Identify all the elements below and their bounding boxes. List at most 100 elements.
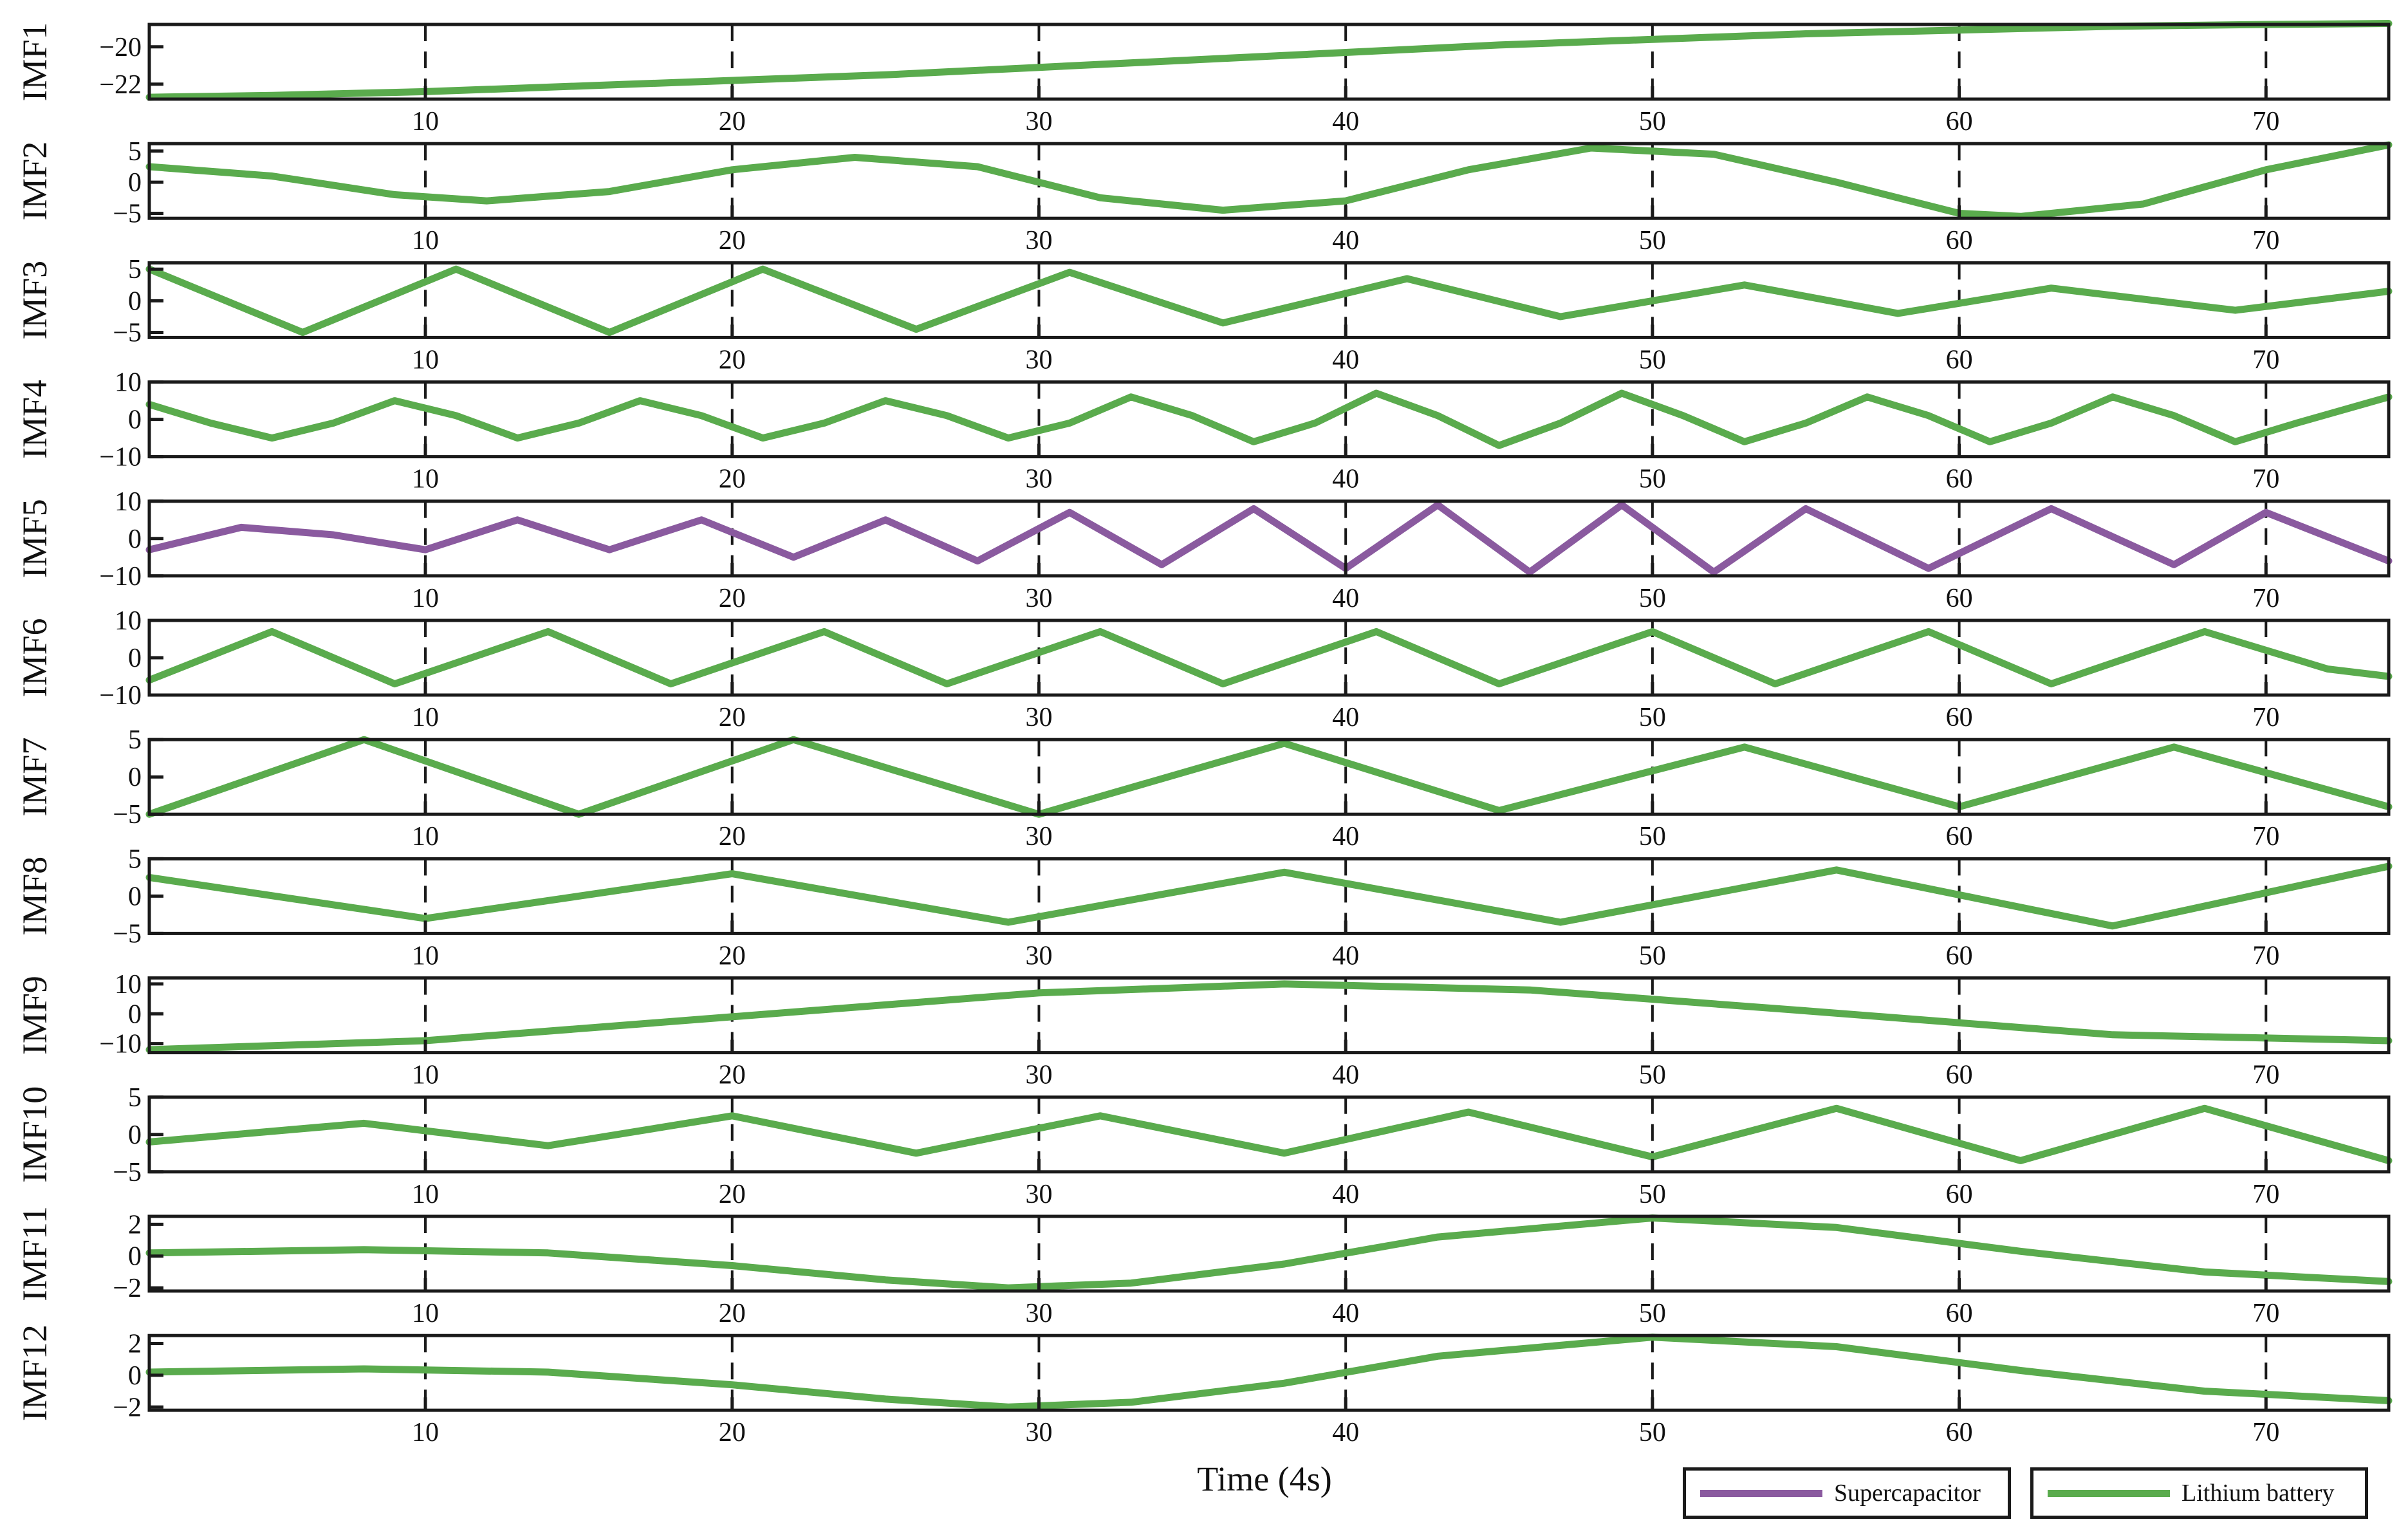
x-tick-label: 20	[719, 345, 746, 375]
series-line-imf6	[145, 627, 2393, 688]
y-tick-label: 10	[115, 487, 142, 517]
x-tick-label: 30	[1025, 465, 1052, 494]
series-line-imf2	[145, 141, 2393, 220]
x-tick-label: 40	[1332, 226, 1359, 256]
legend-label-supercapacitor: Supercapacitor	[1834, 1480, 1981, 1507]
panel-imf2: −505 10 20 30 40 50 60 70 IMF2	[15, 137, 2393, 256]
y-tick-label: 10	[115, 368, 142, 398]
y-tick-label: −10	[99, 1030, 142, 1059]
x-tick-label: 70	[2252, 703, 2279, 732]
series-line-imf12	[145, 1333, 2393, 1411]
y-tick-label: 5	[128, 725, 142, 755]
x-tick-label: 50	[1639, 107, 1666, 136]
x-tick-label: 60	[1946, 822, 1973, 851]
x-tick-label: 10	[412, 584, 439, 613]
y-tick-label: 0	[128, 1120, 142, 1150]
panel-imf12: −202 10 20 30 40 50 60 70 IMF12	[15, 1324, 2393, 1447]
x-tick-label: 70	[2252, 1299, 2279, 1328]
x-tick-label: 70	[2252, 107, 2279, 136]
x-tick-label: 70	[2252, 226, 2279, 256]
y-tick-label: −2	[113, 1393, 142, 1422]
x-tick-label: 10	[412, 1299, 439, 1328]
x-tick-label: 50	[1639, 1418, 1666, 1447]
x-tick-label: 70	[2252, 1061, 2279, 1090]
x-tick-label: 60	[1946, 1061, 1973, 1090]
x-tick-label: 30	[1025, 226, 1052, 256]
y-tick-label: 0	[128, 882, 142, 911]
x-tick-label: 10	[412, 703, 439, 732]
y-tick-label: 2	[128, 1330, 142, 1359]
x-tick-label: 30	[1025, 1180, 1052, 1209]
x-tick-label: 20	[719, 584, 746, 613]
y-axis-label-imf9: IMF9	[15, 976, 54, 1055]
x-tick-label: 10	[412, 345, 439, 375]
y-tick-label: −5	[113, 1158, 142, 1187]
x-tick-label: 30	[1025, 1061, 1052, 1090]
x-tick-label: 70	[2252, 465, 2279, 494]
x-tick-label: 60	[1946, 1418, 1973, 1447]
legend-supercapacitor: Supercapacitor	[1683, 1467, 2011, 1519]
y-axis-label-imf11: IMF11	[15, 1206, 54, 1301]
x-tick-label: 50	[1639, 1180, 1666, 1209]
y-tick-label: −5	[113, 199, 142, 228]
y-tick-label: −10	[99, 443, 142, 472]
y-tick-label: −10	[99, 562, 142, 591]
x-tick-label: 60	[1946, 941, 1973, 971]
panel-imf6: −10 0 10 10 20 30 40 50 60 70 IMF6	[15, 606, 2393, 732]
x-tick-label: 70	[2252, 1418, 2279, 1447]
x-tick-label: 10	[412, 1180, 439, 1209]
y-tick-label: 10	[115, 970, 142, 999]
x-tick-label: 60	[1946, 465, 1973, 494]
panel-frame	[147, 261, 2391, 339]
y-tick-label: 5	[128, 844, 142, 874]
x-tick-label: 10	[412, 107, 439, 136]
x-tick-label: 40	[1332, 345, 1359, 375]
x-tick-label: 30	[1025, 584, 1052, 613]
x-tick-label: 70	[2252, 345, 2279, 375]
y-tick-label: 0	[128, 763, 142, 792]
y-axis-label-imf7: IMF7	[15, 738, 54, 817]
panel-imf7: −5 0 5 10 20 30 40 50 60 70 IMF7	[15, 725, 2393, 851]
x-tick-label: 40	[1332, 822, 1359, 851]
series-line-imf9	[145, 980, 2393, 1054]
y-axis-label-imf6: IMF6	[15, 618, 54, 697]
x-tick-label: 70	[2252, 822, 2279, 851]
panel-imf8: −5 0 5 10 20 30 40 50 60 70 IMF8	[15, 844, 2393, 971]
y-tick-label: −2	[113, 1274, 142, 1303]
x-tick-label: 70	[2252, 1180, 2279, 1209]
y-tick-label: 5	[128, 1083, 142, 1113]
series-line-imf11	[145, 1214, 2393, 1292]
x-tick-label: 30	[1025, 703, 1052, 732]
x-tick-label: 50	[1639, 1061, 1666, 1090]
x-tick-label: 10	[412, 465, 439, 494]
x-tick-label: 50	[1639, 345, 1666, 375]
y-axis-label-imf8: IMF8	[15, 857, 54, 936]
legend-label-lithium: Lithium battery	[2181, 1480, 2335, 1507]
series-line-imf7	[145, 736, 2393, 818]
y-tick-label: −10	[99, 681, 142, 711]
x-tick-label: 40	[1332, 941, 1359, 971]
x-axis-label: Time (4s)	[1197, 1460, 1332, 1498]
y-tick-label: 5	[128, 137, 142, 167]
panel-imf11: −202 10 20 30 40 50 60 70 IMF11	[15, 1206, 2393, 1328]
x-tick-label: 50	[1639, 1299, 1666, 1328]
x-tick-label: 60	[1946, 226, 1973, 256]
x-tick-label: 10	[412, 1061, 439, 1090]
x-tick-label: 40	[1332, 703, 1359, 732]
x-tick-label: 20	[719, 703, 746, 732]
y-tick-label: 0	[128, 644, 142, 673]
y-axis-label-imf5: IMF5	[15, 499, 54, 578]
x-tick-label: 30	[1025, 1299, 1052, 1328]
y-tick-label: −20	[99, 33, 142, 62]
panel-frame	[147, 976, 2391, 1055]
x-tick-label: 30	[1025, 107, 1052, 136]
x-tick-label: 40	[1332, 1299, 1359, 1328]
y-tick-label: 0	[128, 168, 142, 198]
x-tick-label: 20	[719, 1418, 746, 1447]
panel-imf4: −10 0 10 10 20 30 40 50 60 70 IMF4	[15, 368, 2393, 494]
y-axis-label-imf3: IMF3	[15, 261, 54, 340]
x-tick-label: 30	[1025, 345, 1052, 375]
panel-frame	[147, 23, 2391, 101]
x-tick-label: 60	[1946, 1180, 1973, 1209]
